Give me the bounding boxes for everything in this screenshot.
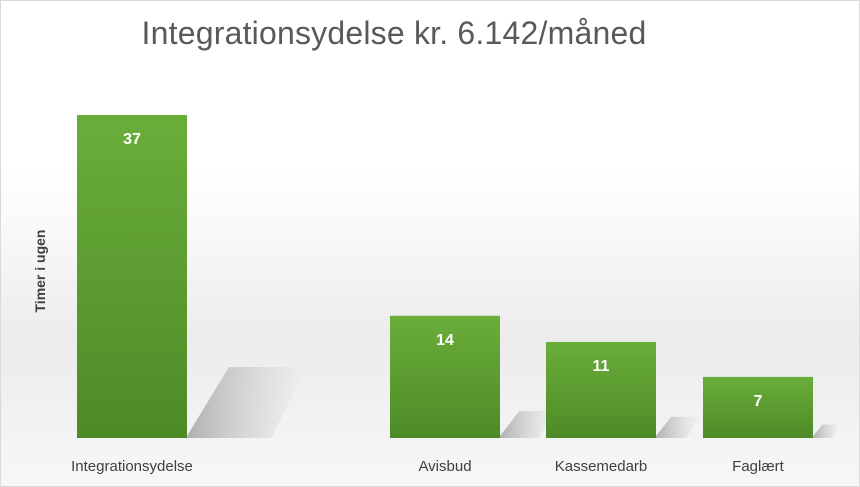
chart-title: Integrationsydelse kr. 6.142/måned bbox=[141, 15, 647, 51]
category-label: Integrationsydelse bbox=[71, 458, 193, 475]
bar-faglært bbox=[703, 376, 813, 438]
bar-value-label: 7 bbox=[754, 393, 763, 410]
bar-kassemedarb bbox=[546, 341, 656, 438]
bar-avisbud bbox=[390, 315, 500, 438]
category-label: Faglært bbox=[732, 458, 785, 475]
bar-shadow bbox=[656, 416, 700, 438]
bar-value-label: 11 bbox=[593, 358, 610, 375]
bar-shadow bbox=[500, 411, 555, 438]
bar-value-label: 37 bbox=[123, 131, 141, 148]
bar-shadow bbox=[813, 424, 841, 438]
category-label: Avisbud bbox=[418, 458, 471, 475]
bar-value-label: 14 bbox=[436, 332, 454, 349]
bar-integrationsydelse bbox=[77, 115, 187, 438]
category-label: Kassemedarb bbox=[555, 458, 648, 475]
bar-shadow bbox=[187, 366, 307, 438]
